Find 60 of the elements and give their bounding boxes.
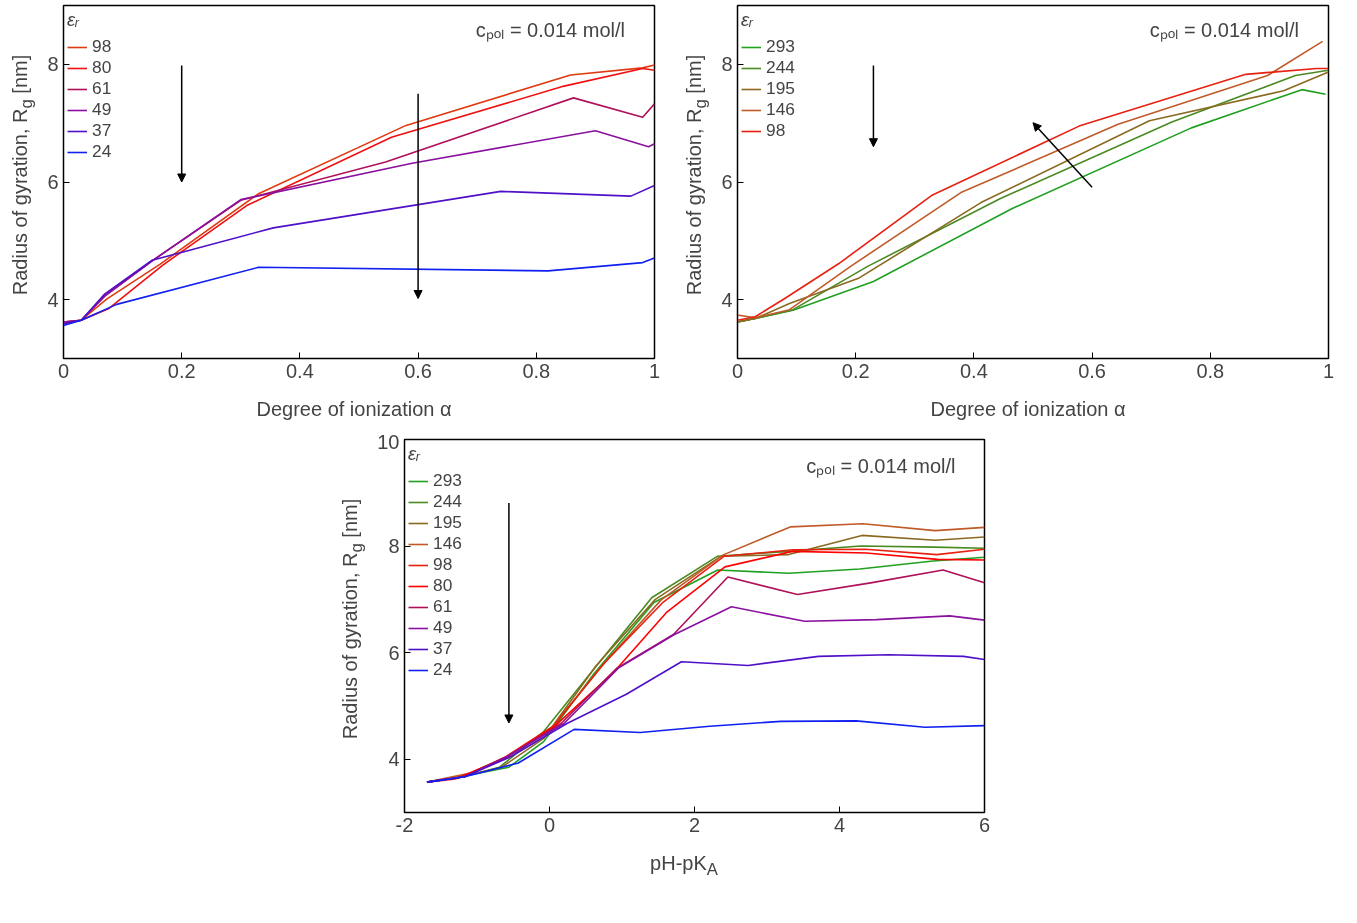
x-tick-label: 0 [57,359,70,382]
legend-label: 80 [92,57,112,78]
legend-label: 61 [92,78,112,99]
y-tick-label: 6 [721,171,733,193]
legend-label: 293 [766,36,795,57]
line-series [426,720,985,783]
y-tick-label: 8 [388,535,400,558]
x-tick-label: 4 [833,813,846,836]
legend-label: 195 [766,78,795,99]
legend-label: 61 [433,596,453,617]
legend-label: 98 [766,120,786,141]
x-tick-label: 0.6 [1078,359,1107,382]
y-tick-label: 6 [388,641,400,664]
legend-label: 24 [92,141,112,162]
x-tick-label: 6 [978,813,991,836]
x-tick-label: 0.8 [522,359,551,382]
annotation: cₚₒₗ = 0.014 mol/l [1149,18,1299,42]
legend-label: 80 [433,575,453,596]
legend-label: 195 [433,512,462,533]
x-axis-title: pH-pK$_{A}$ [649,851,719,881]
legend-label: 146 [433,533,462,554]
x-tick-label: 0 [543,813,556,836]
x-tick-label: 0 [731,359,744,382]
legend-label: 244 [433,491,462,512]
x-axis-title: Degree of ionization α [255,397,453,422]
line-series [63,257,655,327]
legend-label: 98 [92,36,112,57]
x-tick-label: 0.2 [841,359,870,382]
y-tick-label: 8 [721,53,733,76]
x-axis-title: Degree of ionization α [929,397,1127,422]
y-tick-label: 4 [388,748,400,771]
legend-label: 98 [433,554,453,575]
legend-label: 293 [433,470,462,491]
x-tick-label: 0.8 [1196,359,1225,382]
x-tick-label: 1 [648,359,661,382]
x-tick-label: 0.4 [286,359,314,382]
legend-label: 24 [433,659,453,680]
y-tick-label: 10 [377,430,400,453]
x-tick-label: 0.4 [960,359,988,382]
annotation: cₚₒₗ = 0.014 mol/l [475,18,625,42]
legend-label: 37 [92,120,112,141]
x-tick-label: 2 [688,813,701,836]
legend-label: 49 [433,617,453,638]
legend-label: 37 [433,638,453,659]
y-tick-label: 4 [47,288,59,311]
legend-title: εᵣ [67,9,81,31]
y-tick-label: 4 [721,288,733,311]
annotation: cₚₒₗ = 0.014 mol/l [806,454,956,478]
x-tick-label: 0.2 [167,359,196,382]
x-tick-label: 0.6 [404,359,433,382]
legend-title: εᵣ [741,9,755,31]
legend-label: 49 [92,99,112,120]
x-tick-label: -2 [395,813,414,836]
legend-title: εᵣ [408,443,422,465]
legend-label: 244 [766,57,795,78]
line-series [63,184,655,325]
y-tick-label: 6 [47,171,59,193]
x-tick-label: 1 [1322,359,1335,382]
y-tick-label: 8 [47,53,59,76]
legend-label: 146 [766,99,795,120]
